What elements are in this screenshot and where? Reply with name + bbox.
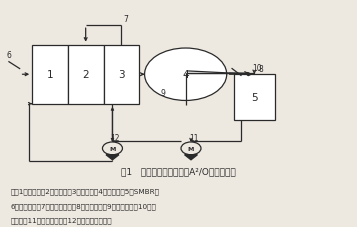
Text: 3: 3 <box>118 70 125 80</box>
Polygon shape <box>185 155 197 160</box>
Text: M: M <box>109 146 116 151</box>
Bar <box>32 45 68 104</box>
Text: M: M <box>188 146 194 151</box>
Text: 11: 11 <box>189 133 199 143</box>
Text: 余污泥；11、污泥回流泵；12、绍化液回流泵。: 余污泥；11、污泥回流泵；12、绍化液回流泵。 <box>11 217 112 223</box>
Text: 9: 9 <box>161 88 166 97</box>
Text: 图1   工艺流程图（以传统A²/O改造为例）: 图1 工艺流程图（以传统A²/O改造为例） <box>121 167 236 176</box>
Text: 6、进水管线；7、内循环管线；8、出水管线；9、回流污泥；10、剖: 6、进水管线；7、内循环管线；8、出水管线；9、回流污泥；10、剖 <box>11 202 157 209</box>
Text: 6: 6 <box>6 51 11 60</box>
Text: 4: 4 <box>182 70 189 80</box>
Polygon shape <box>106 155 119 160</box>
Circle shape <box>145 49 227 101</box>
Text: 12: 12 <box>111 133 120 143</box>
Bar <box>234 75 275 120</box>
Bar <box>104 45 139 104</box>
Circle shape <box>181 142 201 155</box>
Text: 注：1、厉氧池；2、缺氧池；3、好氧池；4、沉淡池；5、SMBR；: 注：1、厉氧池；2、缺氧池；3、好氧池；4、沉淡池；5、SMBR； <box>11 187 160 194</box>
Circle shape <box>102 142 122 155</box>
Text: 2: 2 <box>82 70 89 80</box>
Text: 7: 7 <box>123 15 128 24</box>
Bar <box>68 45 104 104</box>
Text: 10: 10 <box>252 64 262 73</box>
Text: 5: 5 <box>251 93 258 103</box>
Text: 8: 8 <box>258 64 263 74</box>
Text: 1: 1 <box>47 70 53 80</box>
